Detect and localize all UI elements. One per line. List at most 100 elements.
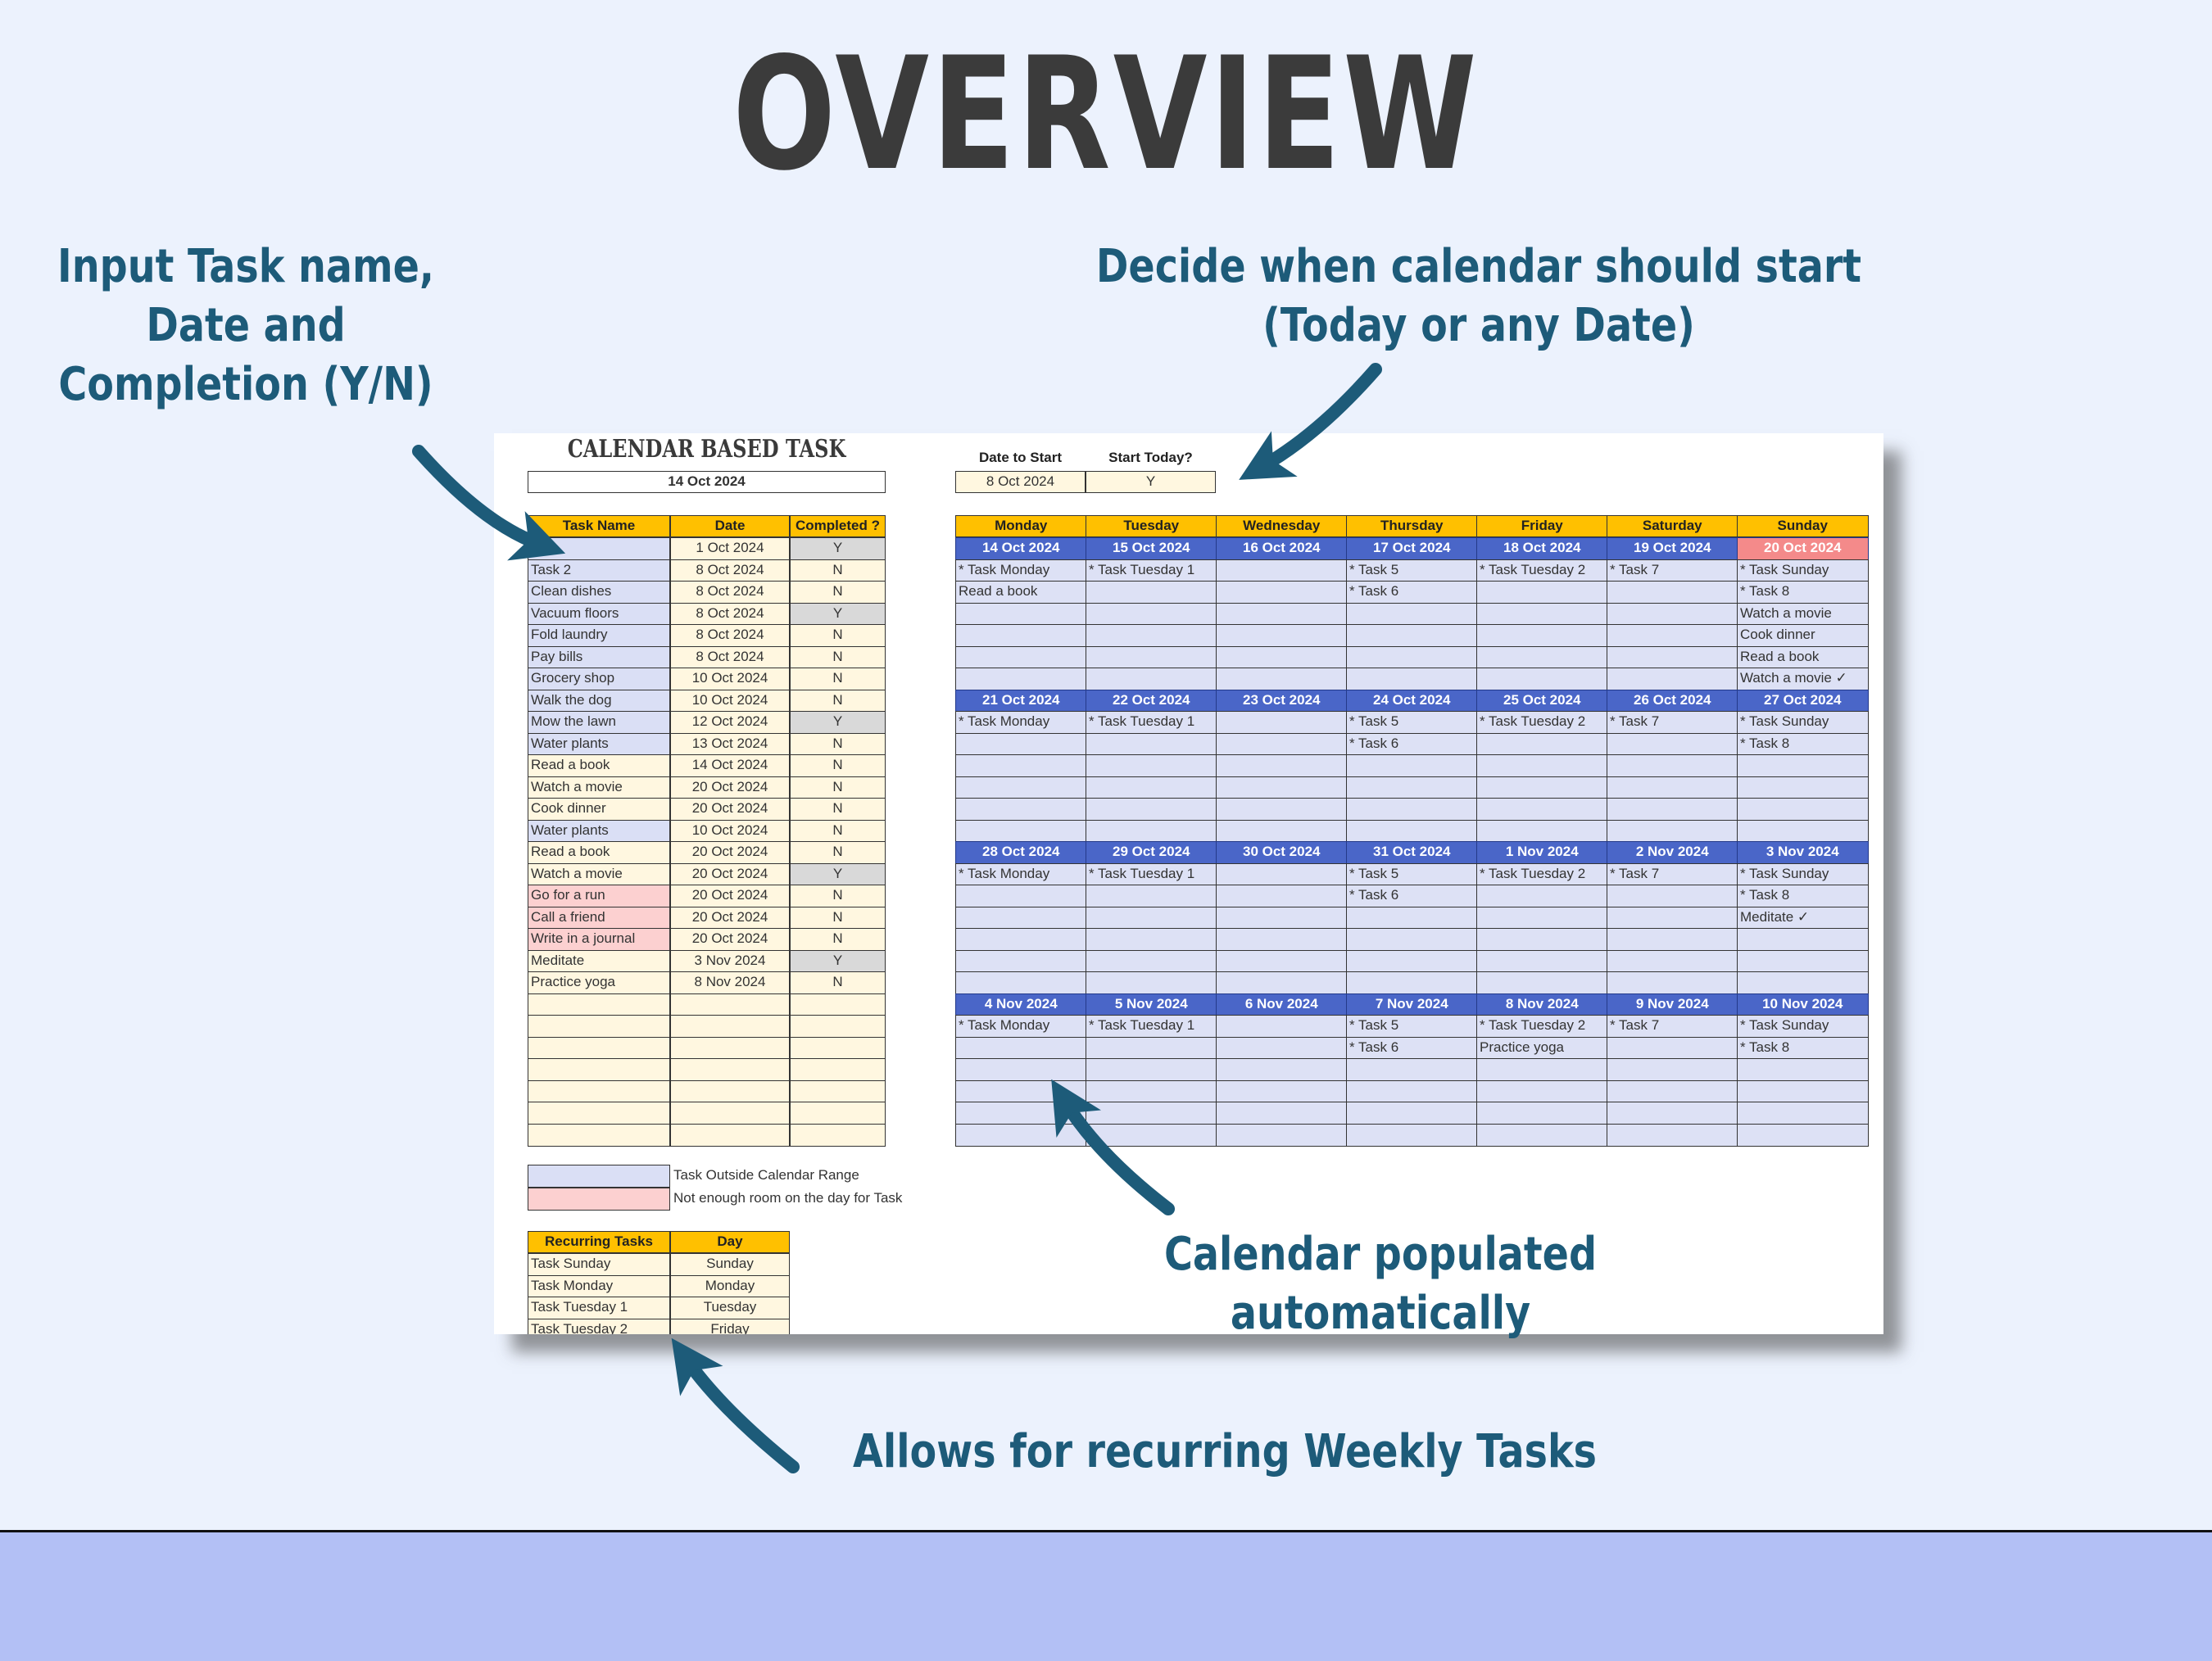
calendar-empty-cell[interactable] (1476, 949, 1608, 973)
task-date-cell[interactable]: 12 Oct 2024 (670, 711, 790, 734)
calendar-empty-cell[interactable] (1607, 819, 1738, 843)
calendar-empty-cell[interactable] (1346, 1058, 1478, 1081)
calendar-task-cell[interactable]: * Task 6 (1346, 732, 1478, 756)
task-completed-cell[interactable]: N (790, 928, 886, 951)
empty-cell[interactable] (670, 1079, 790, 1103)
calendar-task-cell[interactable]: * Task Tuesday 1 (1086, 1015, 1217, 1038)
calendar-task-cell[interactable]: Watch a movie ✓ (1737, 668, 1869, 690)
calendar-task-cell[interactable]: * Task Monday (955, 559, 1087, 582)
calendar-empty-cell[interactable] (1216, 862, 1348, 886)
calendar-empty-cell[interactable] (955, 1102, 1087, 1125)
task-name-cell[interactable]: Call a friend (528, 906, 670, 930)
empty-cell[interactable] (790, 1036, 886, 1060)
task-completed-cell[interactable]: N (790, 732, 886, 756)
calendar-empty-cell[interactable] (1476, 819, 1608, 843)
calendar-empty-cell[interactable] (1607, 732, 1738, 756)
task-name-cell[interactable]: Practice yoga (528, 971, 670, 994)
empty-cell[interactable] (670, 1102, 790, 1125)
calendar-empty-cell[interactable] (1216, 668, 1348, 690)
calendar-empty-cell[interactable] (1346, 1079, 1478, 1103)
calendar-task-cell[interactable]: Read a book (955, 581, 1087, 604)
task-date-cell[interactable]: 1 Oct 2024 (670, 537, 790, 560)
calendar-empty-cell[interactable] (1476, 885, 1608, 907)
calendar-task-cell[interactable]: Watch a movie (1737, 602, 1869, 626)
calendar-empty-cell[interactable] (1607, 798, 1738, 821)
calendar-empty-cell[interactable] (1216, 559, 1348, 582)
calendar-empty-cell[interactable] (1346, 928, 1478, 951)
calendar-empty-cell[interactable] (1737, 819, 1869, 843)
recurring-task-cell[interactable]: Task Sunday (528, 1253, 670, 1276)
task-date-cell[interactable]: 20 Oct 2024 (670, 928, 790, 951)
task-date-cell[interactable]: 20 Oct 2024 (670, 841, 790, 864)
empty-cell[interactable] (790, 1058, 886, 1081)
calendar-empty-cell[interactable] (1346, 645, 1478, 669)
task-date-cell[interactable]: 8 Nov 2024 (670, 971, 790, 994)
calendar-empty-cell[interactable] (1737, 798, 1869, 821)
calendar-empty-cell[interactable] (1346, 819, 1478, 843)
calendar-empty-cell[interactable] (1346, 1102, 1478, 1125)
empty-cell[interactable] (528, 1058, 670, 1081)
task-name-cell[interactable]: Water plants (528, 732, 670, 756)
calendar-empty-cell[interactable] (1086, 1058, 1217, 1081)
task-name-cell[interactable]: Write in a journal (528, 928, 670, 951)
calendar-empty-cell[interactable] (955, 668, 1087, 690)
calendar-empty-cell[interactable] (1607, 581, 1738, 604)
task-completed-cell[interactable]: Y (790, 711, 886, 734)
calendar-empty-cell[interactable] (955, 906, 1087, 930)
calendar-empty-cell[interactable] (1476, 624, 1608, 647)
calendar-empty-cell[interactable] (1086, 971, 1217, 994)
task-name-cell[interactable] (528, 537, 670, 560)
recurring-task-cell[interactable]: Task Tuesday 1 (528, 1297, 670, 1319)
calendar-empty-cell[interactable] (1476, 906, 1608, 930)
calendar-empty-cell[interactable] (955, 1036, 1087, 1060)
calendar-empty-cell[interactable] (1607, 754, 1738, 777)
calendar-empty-cell[interactable] (1737, 1079, 1869, 1103)
task-completed-cell[interactable]: N (790, 645, 886, 669)
calendar-empty-cell[interactable] (1607, 1058, 1738, 1081)
calendar-empty-cell[interactable] (1216, 624, 1348, 647)
task-date-cell[interactable]: 13 Oct 2024 (670, 732, 790, 756)
calendar-task-cell[interactable]: * Task 8 (1737, 885, 1869, 907)
calendar-empty-cell[interactable] (1086, 776, 1217, 799)
calendar-empty-cell[interactable] (1086, 928, 1217, 951)
calendar-empty-cell[interactable] (1216, 711, 1348, 734)
task-name-cell[interactable]: Read a book (528, 754, 670, 777)
task-completed-cell[interactable]: Y (790, 862, 886, 886)
calendar-empty-cell[interactable] (1476, 668, 1608, 690)
task-completed-cell[interactable]: N (790, 971, 886, 994)
task-completed-cell[interactable]: Y (790, 602, 886, 626)
calendar-empty-cell[interactable] (1607, 624, 1738, 647)
task-completed-cell[interactable]: N (790, 776, 886, 799)
calendar-empty-cell[interactable] (1216, 819, 1348, 843)
calendar-empty-cell[interactable] (955, 1123, 1087, 1147)
empty-cell[interactable] (670, 1058, 790, 1081)
empty-cell[interactable] (790, 1123, 886, 1147)
calendar-task-cell[interactable]: * Task 6 (1346, 885, 1478, 907)
calendar-empty-cell[interactable] (1086, 732, 1217, 756)
calendar-empty-cell[interactable] (1086, 1079, 1217, 1103)
date-to-start-input[interactable]: 8 Oct 2024 (955, 471, 1086, 493)
calendar-task-cell[interactable]: * Task Tuesday 2 (1476, 559, 1608, 582)
calendar-empty-cell[interactable] (1737, 949, 1869, 973)
task-date-cell[interactable]: 20 Oct 2024 (670, 776, 790, 799)
calendar-empty-cell[interactable] (1737, 1102, 1869, 1125)
calendar-task-cell[interactable]: * Task Tuesday 1 (1086, 711, 1217, 734)
calendar-empty-cell[interactable] (1086, 581, 1217, 604)
task-date-cell[interactable]: 3 Nov 2024 (670, 949, 790, 973)
calendar-empty-cell[interactable] (1607, 668, 1738, 690)
task-name-cell[interactable]: Clean dishes (528, 581, 670, 604)
calendar-task-cell[interactable]: * Task Tuesday 1 (1086, 559, 1217, 582)
calendar-task-cell[interactable]: * Task Tuesday 2 (1476, 711, 1608, 734)
task-completed-cell[interactable]: N (790, 841, 886, 864)
task-date-cell[interactable]: 8 Oct 2024 (670, 645, 790, 669)
calendar-empty-cell[interactable] (955, 928, 1087, 951)
calendar-empty-cell[interactable] (1607, 645, 1738, 669)
calendar-empty-cell[interactable] (1086, 1123, 1217, 1147)
calendar-empty-cell[interactable] (1216, 1123, 1348, 1147)
calendar-empty-cell[interactable] (1476, 798, 1608, 821)
calendar-empty-cell[interactable] (1216, 928, 1348, 951)
calendar-empty-cell[interactable] (1737, 754, 1869, 777)
calendar-empty-cell[interactable] (1216, 949, 1348, 973)
calendar-empty-cell[interactable] (955, 645, 1087, 669)
calendar-task-cell[interactable]: * Task Monday (955, 711, 1087, 734)
